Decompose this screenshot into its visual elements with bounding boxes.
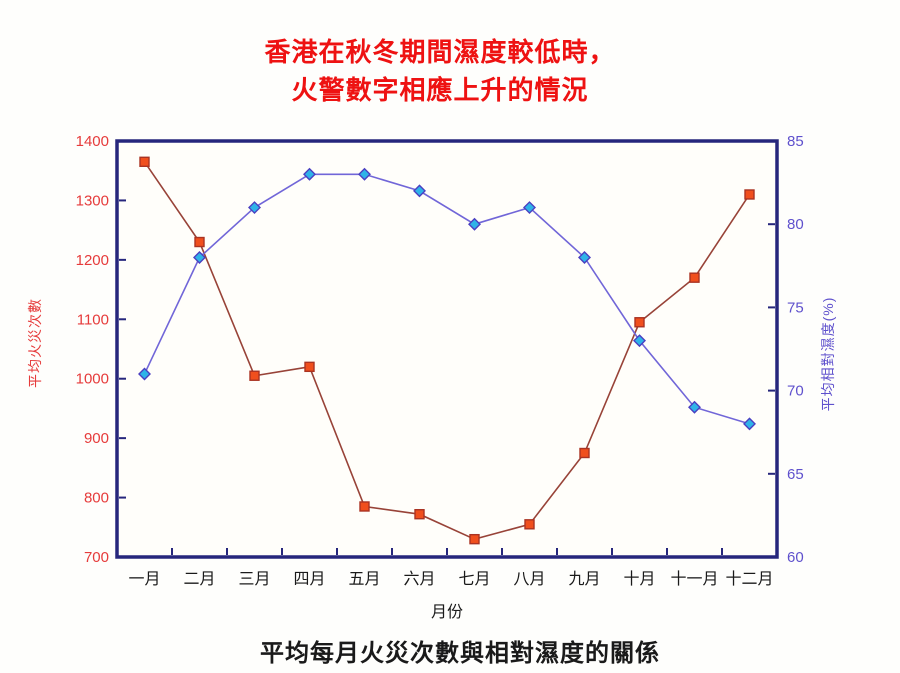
fire-series-line bbox=[143, 161, 751, 541]
fire-series-markers bbox=[139, 156, 755, 545]
humidity-series-marker bbox=[688, 400, 701, 414]
humidity-series-marker bbox=[633, 334, 646, 348]
x-axis-title: 月份 bbox=[431, 603, 463, 621]
x-axis-tick-label: 七月 bbox=[458, 570, 490, 588]
x-axis-tick-label: 六月 bbox=[403, 570, 435, 588]
right-axis-title: 平均相對濕度(%) bbox=[820, 297, 836, 412]
fire-series-marker bbox=[249, 370, 260, 381]
fire-series-marker bbox=[139, 156, 150, 168]
chart-caption: 平均每月火災次數與相對濕度的關係 bbox=[260, 640, 660, 667]
x-axis-tick-label: 五月 bbox=[348, 571, 380, 588]
plot-frame bbox=[115, 139, 779, 559]
humidity-series-markers bbox=[138, 167, 756, 431]
left-axis-tick-label: 900 bbox=[84, 430, 109, 447]
humidity-series-line bbox=[143, 173, 750, 425]
left-axis-tick-label: 1200 bbox=[76, 252, 109, 269]
x-axis-tick-labels: 一月 二月 三月 四月 五月 六月 七月 八月 九月 十月 十一月 十二月 bbox=[128, 570, 773, 588]
chart-title: 香港在秋冬期間濕度較低時， 火警數字相應上升的情況 bbox=[0, 33, 890, 109]
humidity-series-marker bbox=[193, 250, 206, 264]
fire-series-marker bbox=[304, 361, 315, 373]
humidity-series-marker bbox=[248, 201, 261, 215]
x-axis-tick-label: 一月 bbox=[128, 571, 160, 588]
humidity-series-marker bbox=[413, 184, 426, 198]
left-axis-tick-label: 800 bbox=[84, 490, 109, 507]
x-axis-tick-label: 十二月 bbox=[725, 570, 773, 588]
x-axis-tick-label: 十一月 bbox=[670, 570, 718, 588]
right-axis-tick-label: 65 bbox=[787, 466, 804, 483]
right-axis-tick-label: 85 bbox=[787, 133, 804, 150]
x-axis-tick-label: 三月 bbox=[238, 571, 270, 588]
humidity-series-marker bbox=[358, 167, 371, 181]
fire-series-marker bbox=[634, 317, 645, 328]
chart-title-line2: 火警數字相應上升的情況 bbox=[291, 75, 589, 105]
x-axis-tick-label: 九月 bbox=[568, 570, 600, 588]
humidity-series-marker bbox=[138, 367, 151, 381]
x-axis-tick-label: 二月 bbox=[183, 571, 215, 588]
left-axis-title: 平均火災次數 bbox=[27, 298, 43, 388]
x-axis-tick-label: 四月 bbox=[293, 571, 325, 588]
left-axis-tick-label: 1400 bbox=[76, 133, 109, 150]
right-axis-tick-labels: 60 65 70 75 80 85 bbox=[787, 133, 804, 566]
right-axis-tick-label: 75 bbox=[787, 299, 804, 316]
left-axis-tick-labels: 700 800 900 1000 1100 1200 1300 1400 bbox=[76, 133, 109, 566]
fire-series-marker bbox=[469, 533, 480, 545]
right-axis-tick-label: 70 bbox=[787, 383, 804, 400]
fire-series-marker bbox=[524, 519, 535, 530]
humidity-series-marker bbox=[523, 201, 536, 215]
left-axis-tick-label: 1300 bbox=[76, 192, 109, 209]
left-axis-tick-label: 1000 bbox=[76, 371, 109, 388]
right-axis-tick-label: 80 bbox=[787, 216, 804, 233]
humidity-series-marker bbox=[468, 217, 481, 231]
fire-series-marker bbox=[744, 189, 755, 200]
fire-series-marker bbox=[579, 447, 590, 459]
fire-series-marker bbox=[194, 236, 205, 248]
left-axis-tick-label: 700 bbox=[84, 549, 109, 566]
fire-series-marker bbox=[359, 501, 370, 512]
chart-title-line1: 香港在秋冬期間濕度較低時， bbox=[264, 37, 616, 67]
right-axis-tick-label: 60 bbox=[787, 549, 804, 566]
left-axis-tick-label: 1100 bbox=[77, 311, 109, 328]
axis-ticks bbox=[119, 199, 775, 555]
fire-series-marker bbox=[689, 272, 700, 283]
fire-series-marker bbox=[414, 509, 425, 520]
humidity-series-marker bbox=[303, 167, 316, 181]
humidity-series-marker bbox=[578, 250, 591, 264]
humidity-series-marker bbox=[743, 417, 756, 431]
x-axis-tick-label: 十月 bbox=[623, 570, 655, 588]
x-axis-tick-label: 八月 bbox=[513, 571, 545, 588]
